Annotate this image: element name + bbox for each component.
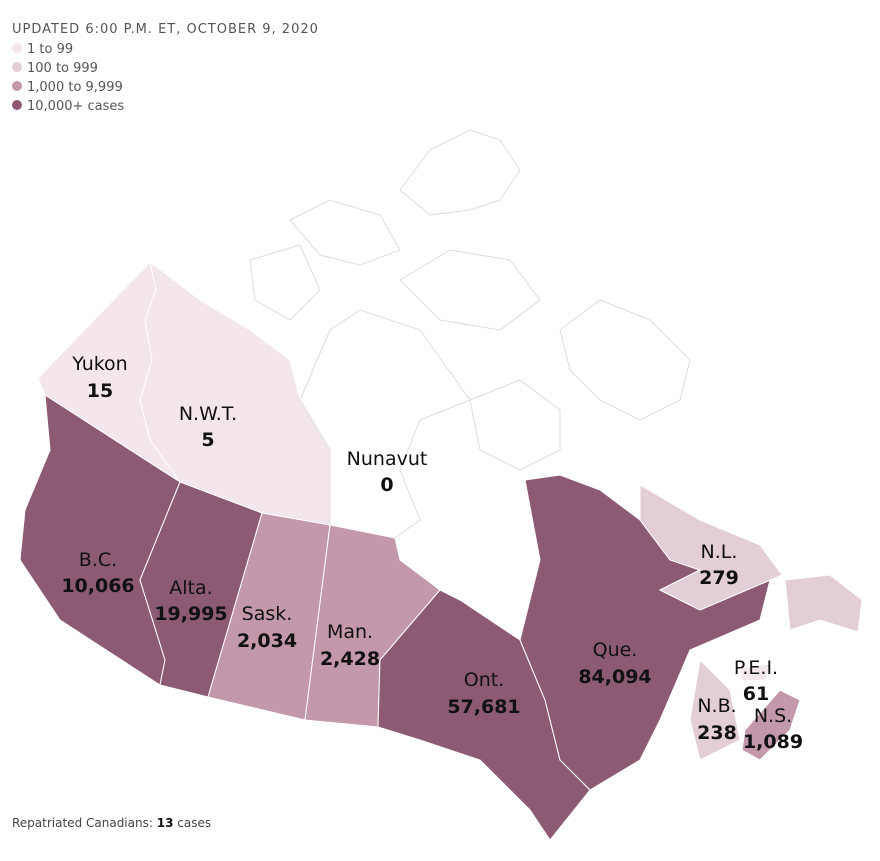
footnote-label: Repatriated Canadians: bbox=[12, 816, 153, 830]
footnote-value: 13 bbox=[157, 816, 174, 830]
region-name: N.L. bbox=[701, 541, 738, 563]
region-name: N.S. bbox=[754, 705, 792, 727]
legend-label: 100 to 999 bbox=[27, 61, 98, 76]
footnote: Repatriated Canadians: 13 cases bbox=[12, 816, 211, 830]
region-name: Nunavut bbox=[347, 448, 428, 470]
island bbox=[249, 244, 321, 321]
region-cases: 2,428 bbox=[320, 648, 380, 670]
region-cases: 57,681 bbox=[447, 696, 520, 718]
region bbox=[299, 309, 471, 539]
region-cases: 279 bbox=[699, 567, 739, 589]
region bbox=[784, 574, 863, 633]
footnote-unit: cases bbox=[177, 816, 211, 830]
legend-label: 1,000 to 9,999 bbox=[27, 80, 123, 95]
island bbox=[289, 199, 401, 266]
region-name: Yukon bbox=[71, 353, 127, 375]
region-cases: 10,066 bbox=[61, 575, 134, 597]
region-cases: 238 bbox=[697, 722, 737, 744]
island bbox=[469, 379, 561, 471]
region-name: Alta. bbox=[169, 577, 212, 599]
legend: 1 to 99 100 to 999 1,000 to 9,999 10,000+ c… bbox=[12, 42, 124, 114]
island bbox=[399, 249, 541, 331]
region-cases: 15 bbox=[87, 380, 113, 402]
region-cases: 2,034 bbox=[237, 630, 297, 652]
region-name: Man. bbox=[327, 621, 373, 643]
region bbox=[741, 689, 801, 761]
region-name: N.B. bbox=[697, 695, 736, 717]
region-cases: 0 bbox=[380, 474, 393, 496]
region-name: B.C. bbox=[79, 549, 117, 571]
arctic-islands bbox=[249, 129, 691, 471]
region bbox=[689, 658, 741, 761]
region-cases: 1,089 bbox=[743, 731, 803, 753]
legend-swatch bbox=[12, 81, 22, 91]
legend-swatch bbox=[12, 100, 22, 110]
labels: Yukon 15 N.W.T. 5 Nunavut 0 B.C. 10,066 … bbox=[61, 353, 803, 753]
region-name: N.W.T. bbox=[179, 403, 237, 425]
region-name: Ont. bbox=[464, 669, 505, 691]
region-name: Sask. bbox=[242, 603, 293, 625]
region bbox=[639, 484, 783, 611]
legend-label: 1 to 99 bbox=[27, 42, 73, 57]
island bbox=[559, 299, 691, 421]
region-name: P.E.I. bbox=[734, 657, 778, 679]
region-cases: 61 bbox=[743, 683, 769, 705]
legend-swatch bbox=[12, 62, 22, 72]
region bbox=[739, 663, 771, 682]
island bbox=[399, 129, 521, 216]
region-cases: 84,094 bbox=[578, 666, 651, 688]
provinces bbox=[19, 260, 863, 841]
legend-swatch bbox=[12, 43, 22, 53]
legend-label: 10,000+ cases bbox=[27, 99, 124, 114]
region-cases: 5 bbox=[201, 429, 214, 451]
region-cases: 19,995 bbox=[154, 603, 227, 625]
region-name: Que. bbox=[593, 639, 638, 661]
updated: UPDATED 6:00 P.M. ET, OCTOBER 9, 2020 bbox=[12, 22, 319, 37]
